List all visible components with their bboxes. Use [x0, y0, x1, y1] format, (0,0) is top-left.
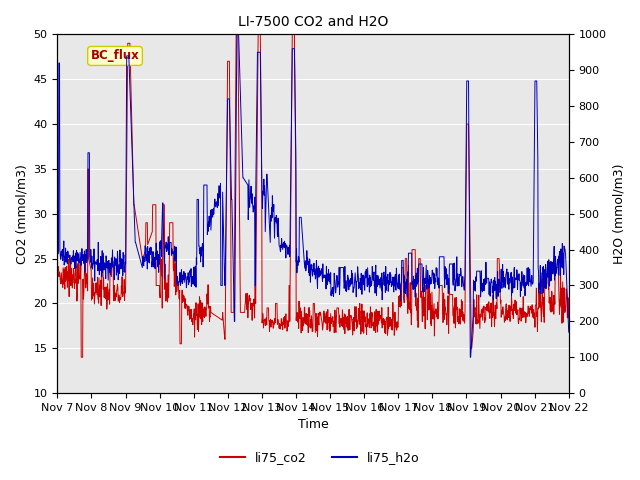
Title: LI-7500 CO2 and H2O: LI-7500 CO2 and H2O: [238, 15, 388, 29]
Text: BC_flux: BC_flux: [91, 49, 140, 62]
Y-axis label: H2O (mmol/m3): H2O (mmol/m3): [612, 164, 625, 264]
Legend: li75_co2, li75_h2o: li75_co2, li75_h2o: [215, 446, 425, 469]
X-axis label: Time: Time: [298, 419, 328, 432]
Y-axis label: CO2 (mmol/m3): CO2 (mmol/m3): [15, 164, 28, 264]
